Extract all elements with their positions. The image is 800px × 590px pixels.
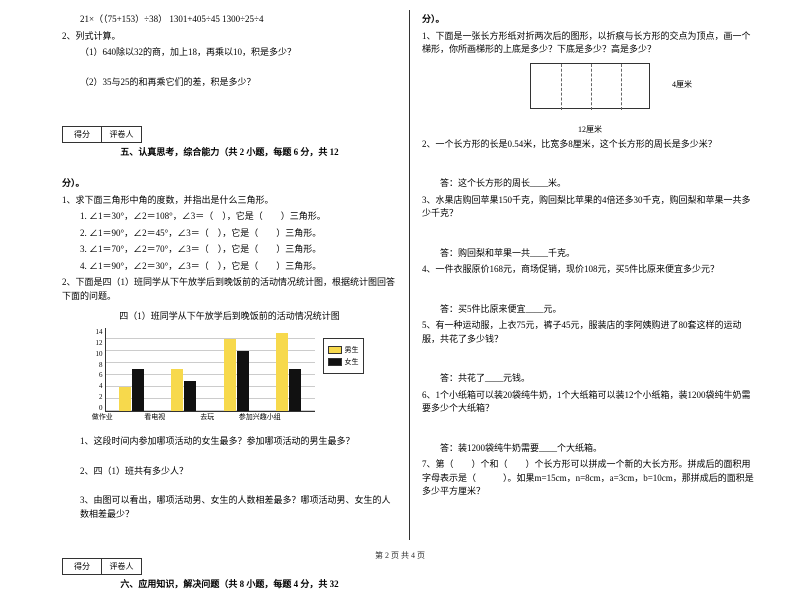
legend-swatch-male: [328, 346, 342, 354]
y-tick: 8: [99, 361, 103, 369]
x-label: 去玩: [181, 412, 234, 422]
y-tick: 12: [96, 339, 103, 347]
y-tick: 4: [99, 382, 103, 390]
fold-line-3: [621, 64, 622, 110]
x-label: 做作业: [76, 412, 129, 422]
y-tick: 2: [99, 393, 103, 401]
problem-5: 5、有一种运动服，上衣75元，裤子45元，服装店的李阿姨购进了80套这样的运动服…: [422, 319, 758, 346]
chart-q3: 3、由图可以看出，哪项活动男、女生的人数相差最多？哪项活动男、女生的人数相差最少…: [62, 494, 397, 521]
triangle-row-3: 3. ∠1＝70°，∠2＝70°，∠3＝（ ），它是（ ）三角形。: [62, 243, 397, 257]
legend-swatch-female: [328, 358, 342, 366]
chart-title: 四（1）班同学从下午放学后到晚饭前的活动情况统计图: [62, 309, 397, 322]
section-5-fen: 分）。: [62, 177, 397, 191]
bar-group: [210, 339, 262, 411]
answer-6: 答：装1200袋纯牛奶需要____个大纸箱。: [422, 442, 758, 456]
answer-2: 答：这个长方形的周长____米。: [422, 177, 758, 191]
lieshi-q2: （2）35与25的和再乘它们的差，积是多少？: [62, 76, 397, 90]
legend-female: 女生: [328, 357, 359, 367]
chart-y-axis: 14 12 10 8 6 4 2 0: [96, 328, 105, 412]
lieshi-heading: 2、列式计算。: [62, 30, 397, 44]
answer-4: 答：买5件比原来便宜____元。: [422, 303, 758, 317]
grader-label: 评卷人: [102, 127, 141, 142]
problem-6: 6、1个小纸箱可以装20袋纯牛奶，1个大纸箱可以装12个小纸箱，装1200袋纯牛…: [422, 389, 758, 416]
fold-line-1: [561, 64, 562, 110]
lieshi-q1: （1）640除以32的商，加上18，再乘以10，积是多少？: [62, 46, 397, 60]
section-6-fen: 分）。: [422, 13, 758, 27]
calc-row: 21×（（75+153）÷38） 1301+405÷45 1300÷25÷4: [62, 13, 397, 27]
legend-male: 男生: [328, 345, 359, 355]
problem-4: 4、一件衣服原价168元，商场促销，现价108元，买5件比原来便宜多少元？: [422, 263, 758, 277]
chart-wrap: 14 12 10 8 6 4 2 0 男生 女生: [62, 328, 397, 412]
page: 21×（（75+153）÷38） 1301+405÷45 1300÷25÷4 2…: [0, 0, 800, 540]
problem-3: 3、水果店购回苹果150千克，购回梨比苹果的4倍还多30千克，购回梨和苹果一共多…: [422, 194, 758, 221]
trapezoid-figure: 4厘米 12厘米: [520, 63, 660, 123]
y-tick: 6: [99, 371, 103, 379]
bar-group: [106, 369, 158, 411]
right-column: 分）。 1、下面是一张长方形纸对折两次后的图形，以折痕与长方形的交点为顶点，画一…: [410, 10, 770, 540]
dim-height: 4厘米: [672, 79, 692, 90]
problem-2: 2、一个长方形的长是0.54米，比宽多8厘米，这个长方形的周长是多少米？: [422, 138, 758, 152]
bar-female: [132, 369, 144, 411]
bar-group: [262, 333, 314, 411]
triangle-row-4: 4. ∠1＝90°，∠2＝30°，∠3＝（ ），它是（ ）三角形。: [62, 260, 397, 274]
triangle-row-2: 2. ∠1＝90°，∠2＝45°，∠3＝（ ），它是（ ）三角形。: [62, 227, 397, 241]
bar-female: [237, 351, 249, 411]
fold-line-2: [591, 64, 592, 110]
chart-q1: 1、这段时间内参加哪项活动的女生最多？参加哪项活动的男生最多？: [62, 435, 397, 449]
score-box: 得分 评卷人: [62, 126, 142, 143]
bar-male: [119, 387, 131, 411]
dim-width: 12厘米: [520, 124, 660, 135]
chart-question: 2、下面是四（1）班同学从下午放学后到晚饭前的活动情况统计图，根据统计图回答下面…: [62, 276, 397, 303]
triangle-heading: 1、求下面三角形中角的度数，并指出是什么三角形。: [62, 194, 397, 208]
legend-label-male: 男生: [345, 345, 359, 355]
score-label-2: 得分: [63, 559, 102, 574]
triangle-row-1: 1. ∠1＝30°，∠2＝108°，∠3＝（ ），它是（ ）三角形。: [62, 210, 397, 224]
answer-3: 答：购回梨和苹果一共____千克。: [422, 247, 758, 261]
bar-female: [184, 381, 196, 411]
chart-q2: 2、四（1）班共有多少人？: [62, 465, 397, 479]
x-label: 参加兴趣小组: [234, 412, 287, 422]
trapezoid-rect: [530, 63, 650, 109]
y-tick: 0: [99, 404, 103, 412]
answer-5: 答：共花了____元钱。: [422, 372, 758, 386]
bar-female: [289, 369, 301, 411]
y-tick: 14: [96, 328, 103, 336]
bar-male: [224, 339, 236, 411]
problem-1: 1、下面是一张长方形纸对折两次后的图形，以折痕与长方形的交点为顶点，画一个梯形，…: [422, 30, 758, 57]
score-label: 得分: [63, 127, 102, 142]
bar-male: [171, 369, 183, 411]
section-6-title: 六、应用知识，解决问题（共 8 小题，每题 4 分，共 32: [62, 577, 397, 590]
page-footer: 第 2 页 共 4 页: [0, 550, 800, 561]
section-5-title: 五、认真思考，综合能力（共 2 小题，每题 6 分，共 12: [62, 145, 397, 158]
left-column: 21×（（75+153）÷38） 1301+405÷45 1300÷25÷4 2…: [50, 10, 410, 540]
x-label: 看电视: [129, 412, 182, 422]
grader-label-2: 评卷人: [102, 559, 141, 574]
chart-legend: 男生 女生: [323, 338, 364, 374]
bar-male: [276, 333, 288, 411]
y-tick: 10: [96, 350, 103, 358]
bar-chart: [105, 328, 315, 412]
problem-7: 7、第（ ）个和（ ）个长方形可以拼成一个新的大长方形。拼成后的面积用字母表示是…: [422, 458, 758, 499]
bar-group: [158, 369, 210, 411]
chart-x-axis: 做作业看电视去玩参加兴趣小组: [76, 412, 286, 422]
legend-label-female: 女生: [345, 357, 359, 367]
